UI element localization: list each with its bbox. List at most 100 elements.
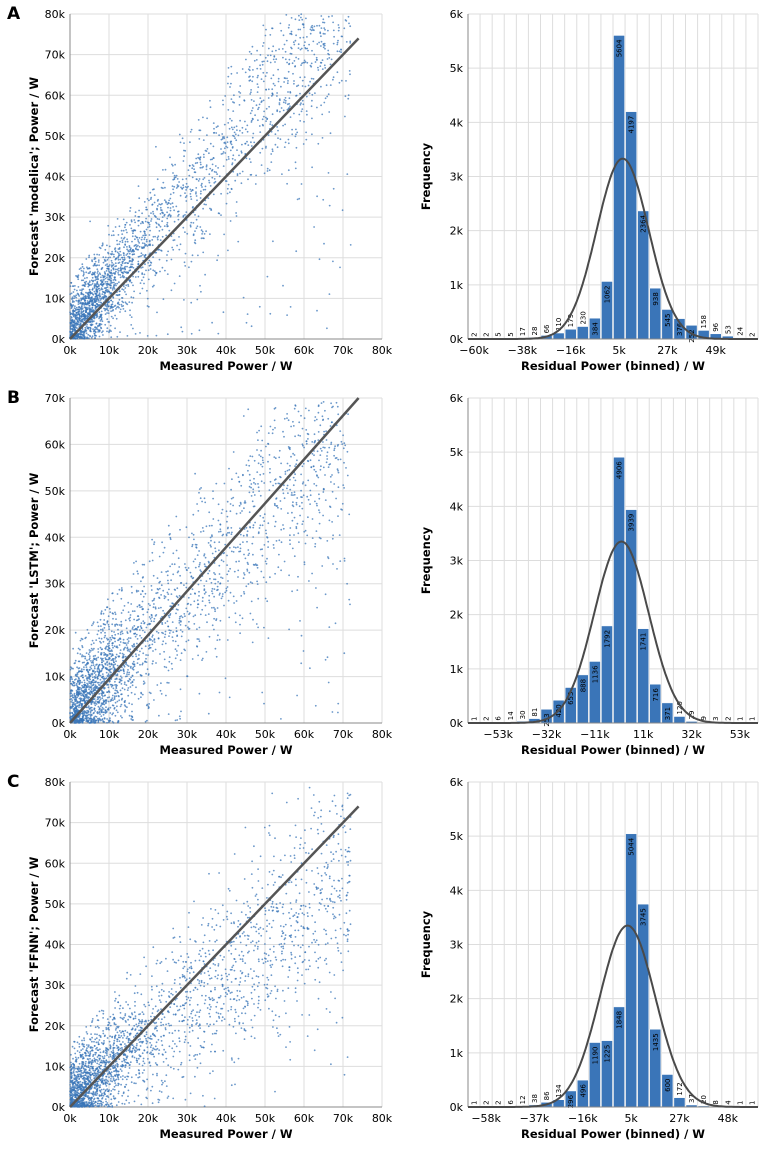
- scatter-point: [72, 682, 75, 685]
- scatter-point: [80, 314, 83, 317]
- scatter-point: [282, 284, 284, 287]
- scatter-point: [239, 85, 242, 87]
- scatter-point: [341, 502, 344, 505]
- bar-value-label: 938: [652, 292, 660, 305]
- scatter-point: [91, 624, 93, 627]
- scatter-point: [72, 304, 75, 307]
- scatter-point: [318, 522, 321, 525]
- scatter-point: [110, 299, 112, 302]
- scatter-point: [171, 163, 173, 166]
- scatter-point: [242, 541, 244, 543]
- scatter-point: [227, 109, 230, 111]
- scatter-point: [147, 262, 150, 264]
- scatter-point: [212, 518, 215, 520]
- scatter-point: [221, 138, 224, 140]
- scatter-point: [116, 593, 119, 595]
- scatter-point: [227, 526, 229, 529]
- scatter-point: [214, 573, 217, 576]
- scatter-point: [164, 630, 167, 633]
- scatter-point: [81, 263, 84, 266]
- scatter-point: [110, 630, 113, 633]
- scatter-point: [236, 72, 239, 74]
- scatter-point: [298, 113, 301, 116]
- scatter-point: [229, 142, 232, 144]
- scatter-point: [349, 73, 351, 76]
- scatter-point: [148, 199, 150, 202]
- scatter-point: [86, 676, 88, 679]
- scatter-point: [89, 717, 91, 720]
- scatter-point: [132, 248, 134, 251]
- scatter-point: [227, 580, 229, 582]
- scatter-point: [111, 309, 114, 312]
- scatter-point: [266, 557, 268, 560]
- scatter-point: [318, 511, 321, 514]
- scatter-point: [188, 536, 190, 539]
- scatter-point: [118, 681, 121, 684]
- scatter-point: [163, 225, 166, 228]
- scatter-point: [108, 696, 111, 698]
- scatter-point: [99, 618, 102, 621]
- scatter-point: [253, 481, 255, 484]
- scatter-point: [141, 576, 144, 579]
- scatter-point: [107, 623, 110, 626]
- scatter-point: [92, 659, 94, 662]
- scatter-point: [133, 618, 136, 621]
- scatter-point: [89, 719, 91, 721]
- scatter-point: [101, 648, 103, 650]
- scatter-point: [125, 644, 128, 646]
- scatter-point: [153, 597, 156, 600]
- scatter-point: [262, 473, 265, 475]
- scatter-point: [73, 321, 75, 324]
- scatter-point: [152, 256, 155, 258]
- scatter-point: [217, 254, 220, 257]
- scatter-point: [167, 250, 170, 253]
- scatter-point: [159, 239, 162, 242]
- scatter-point: [322, 514, 324, 517]
- scatter-point: [317, 411, 320, 414]
- scatter-point: [108, 276, 111, 279]
- scatter-point: [301, 79, 304, 82]
- scatter-point: [221, 577, 224, 579]
- scatter-point: [219, 523, 222, 526]
- scatter-point: [179, 620, 182, 622]
- scatter-point: [217, 634, 219, 637]
- scatter-point: [306, 460, 309, 462]
- scatter-point: [106, 654, 109, 656]
- scatter-point: [214, 578, 217, 581]
- scatter-point: [144, 254, 147, 257]
- scatter-point: [165, 234, 168, 237]
- scatter-point: [336, 41, 339, 44]
- scatter-point: [69, 668, 72, 671]
- scatter-point: [180, 615, 183, 617]
- scatter-point: [98, 301, 100, 303]
- scatter-point: [342, 434, 344, 437]
- scatter-point: [336, 71, 339, 74]
- scatter-point: [74, 305, 76, 308]
- scatter-point: [102, 276, 105, 279]
- scatter-point: [75, 296, 78, 299]
- scatter-point: [100, 288, 102, 291]
- scatter-point: [296, 198, 299, 201]
- scatter-point: [134, 235, 137, 238]
- scatter-point: [92, 720, 95, 722]
- scatter-point: [154, 274, 157, 277]
- scatter-point: [173, 588, 176, 591]
- scatter-point: [259, 151, 262, 154]
- scatter-point: [106, 330, 108, 333]
- scatter-point: [107, 256, 110, 259]
- scatter-point: [304, 85, 307, 88]
- scatter-point: [186, 675, 189, 678]
- scatter-point: [88, 302, 91, 305]
- scatter-point: [253, 477, 255, 480]
- scatter-point: [161, 621, 164, 624]
- scatter-point: [108, 642, 110, 644]
- scatter-point: [153, 270, 156, 272]
- scatter-point: [98, 681, 100, 684]
- scatter-point: [142, 234, 145, 237]
- scatter-point: [113, 696, 116, 699]
- scatter-point: [271, 113, 274, 116]
- scatter-point: [152, 213, 155, 215]
- scatter-point: [272, 58, 275, 61]
- scatter-point: [85, 291, 87, 294]
- scatter-point: [147, 673, 150, 675]
